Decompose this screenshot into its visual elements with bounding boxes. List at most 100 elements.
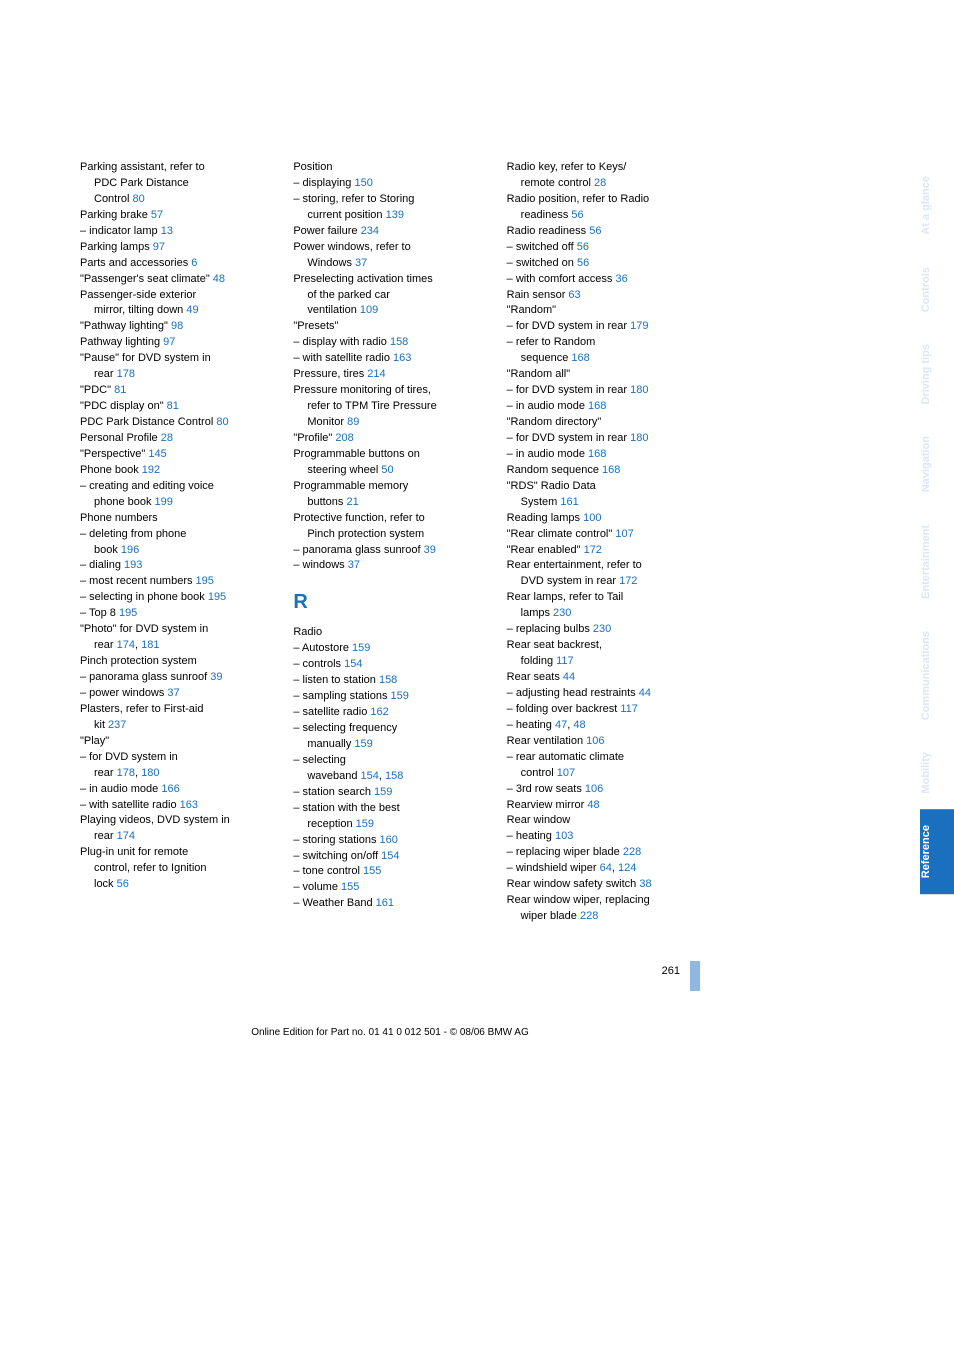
page-link[interactable]: 89 xyxy=(344,416,359,428)
page-link[interactable]: 57 xyxy=(148,209,163,221)
page-link[interactable]: 107 xyxy=(612,528,633,540)
page-link[interactable]: 37 xyxy=(164,687,179,699)
page-link[interactable]: 28 xyxy=(158,432,173,444)
page-link[interactable]: 106 xyxy=(582,783,603,795)
page-link[interactable]: 195 xyxy=(205,591,226,603)
page-link[interactable]: 39 xyxy=(207,671,222,683)
page-link[interactable]: 154 xyxy=(357,770,378,782)
page-link[interactable]: 100 xyxy=(580,512,601,524)
page-link[interactable]: 166 xyxy=(158,783,179,795)
page-link[interactable]: 163 xyxy=(390,352,411,364)
page-link[interactable]: 37 xyxy=(345,559,360,571)
page-link[interactable]: 117 xyxy=(553,655,574,667)
page-link[interactable]: 181 xyxy=(138,639,159,651)
page-link[interactable]: 107 xyxy=(554,767,575,779)
page-link[interactable]: 44 xyxy=(560,671,575,683)
nav-tab[interactable]: At a glance xyxy=(920,160,954,251)
page-link[interactable]: 47 xyxy=(552,719,567,731)
page-link[interactable]: 234 xyxy=(358,225,379,237)
page-link[interactable]: 228 xyxy=(577,910,598,922)
page-link[interactable]: 159 xyxy=(349,642,370,654)
page-link[interactable]: 159 xyxy=(388,690,409,702)
page-link[interactable]: 168 xyxy=(585,448,606,460)
page-link[interactable]: 44 xyxy=(636,687,651,699)
page-link[interactable]: 48 xyxy=(584,799,599,811)
page-link[interactable]: 13 xyxy=(158,225,173,237)
page-link[interactable]: 6 xyxy=(188,257,197,269)
page-link[interactable]: 97 xyxy=(150,241,165,253)
page-link[interactable]: 195 xyxy=(116,607,137,619)
page-link[interactable]: 145 xyxy=(145,448,166,460)
page-link[interactable]: 172 xyxy=(581,544,602,556)
page-link[interactable]: 97 xyxy=(160,336,175,348)
page-link[interactable]: 56 xyxy=(574,257,589,269)
page-link[interactable]: 124 xyxy=(615,862,636,874)
page-link[interactable]: 81 xyxy=(111,384,126,396)
page-link[interactable]: 56 xyxy=(574,241,589,253)
page-link[interactable]: 37 xyxy=(352,257,367,269)
page-link[interactable]: 161 xyxy=(373,897,394,909)
page-link[interactable]: 214 xyxy=(364,368,385,380)
page-link[interactable]: 155 xyxy=(360,865,381,877)
page-link[interactable]: 28 xyxy=(591,177,606,189)
page-link[interactable]: 168 xyxy=(568,352,589,364)
nav-tab[interactable]: Entertainment xyxy=(920,509,954,615)
page-link[interactable]: 150 xyxy=(351,177,372,189)
page-link[interactable]: 109 xyxy=(357,304,378,316)
page-link[interactable]: 56 xyxy=(568,209,583,221)
page-link[interactable]: 36 xyxy=(612,273,627,285)
page-link[interactable]: 98 xyxy=(168,320,183,332)
page-link[interactable]: 154 xyxy=(341,658,362,670)
page-link[interactable]: 237 xyxy=(105,719,126,731)
page-link[interactable]: 158 xyxy=(387,336,408,348)
page-link[interactable]: 230 xyxy=(550,607,571,619)
page-link[interactable]: 196 xyxy=(118,544,139,556)
page-link[interactable]: 56 xyxy=(586,225,601,237)
page-link[interactable]: 174 xyxy=(114,830,135,842)
page-link[interactable]: 168 xyxy=(585,400,606,412)
nav-tab[interactable]: Controls xyxy=(920,251,954,328)
page-link[interactable]: 172 xyxy=(616,575,637,587)
page-link[interactable]: 178 xyxy=(114,368,135,380)
page-link[interactable]: 159 xyxy=(351,738,372,750)
page-link[interactable]: 50 xyxy=(378,464,393,476)
page-link[interactable]: 106 xyxy=(583,735,604,747)
page-link[interactable]: 168 xyxy=(599,464,620,476)
page-link[interactable]: 154 xyxy=(378,850,399,862)
nav-tab[interactable]: Communications xyxy=(920,615,954,736)
page-link[interactable]: 179 xyxy=(627,320,648,332)
page-link[interactable]: 163 xyxy=(177,799,198,811)
page-link[interactable]: 208 xyxy=(332,432,353,444)
page-link[interactable]: 48 xyxy=(210,273,225,285)
page-link[interactable]: 158 xyxy=(382,770,403,782)
page-link[interactable]: 180 xyxy=(138,767,159,779)
page-link[interactable]: 38 xyxy=(636,878,651,890)
page-link[interactable]: 81 xyxy=(164,400,179,412)
page-link[interactable]: 192 xyxy=(139,464,160,476)
page-link[interactable]: 180 xyxy=(627,384,648,396)
page-link[interactable]: 161 xyxy=(557,496,578,508)
page-link[interactable]: 162 xyxy=(367,706,388,718)
page-link[interactable]: 56 xyxy=(114,878,129,890)
page-link[interactable]: 158 xyxy=(376,674,397,686)
page-link[interactable]: 160 xyxy=(376,834,397,846)
page-link[interactable]: 174 xyxy=(114,639,135,651)
nav-tab[interactable]: Reference xyxy=(920,809,954,894)
page-link[interactable]: 159 xyxy=(371,786,392,798)
page-link[interactable]: 63 xyxy=(565,289,580,301)
page-link[interactable]: 39 xyxy=(421,544,436,556)
page-link[interactable]: 80 xyxy=(129,193,144,205)
page-link[interactable]: 180 xyxy=(627,432,648,444)
page-link[interactable]: 228 xyxy=(620,846,641,858)
page-link[interactable]: 103 xyxy=(552,830,573,842)
page-link[interactable]: 193 xyxy=(121,559,142,571)
page-link[interactable]: 49 xyxy=(183,304,198,316)
page-link[interactable]: 230 xyxy=(590,623,611,635)
page-link[interactable]: 155 xyxy=(338,881,359,893)
nav-tab[interactable]: Mobility xyxy=(920,736,954,810)
page-link[interactable]: 117 xyxy=(617,703,638,715)
page-link[interactable]: 199 xyxy=(152,496,173,508)
page-link[interactable]: 159 xyxy=(353,818,374,830)
page-link[interactable]: 139 xyxy=(383,209,404,221)
page-link[interactable]: 21 xyxy=(343,496,358,508)
